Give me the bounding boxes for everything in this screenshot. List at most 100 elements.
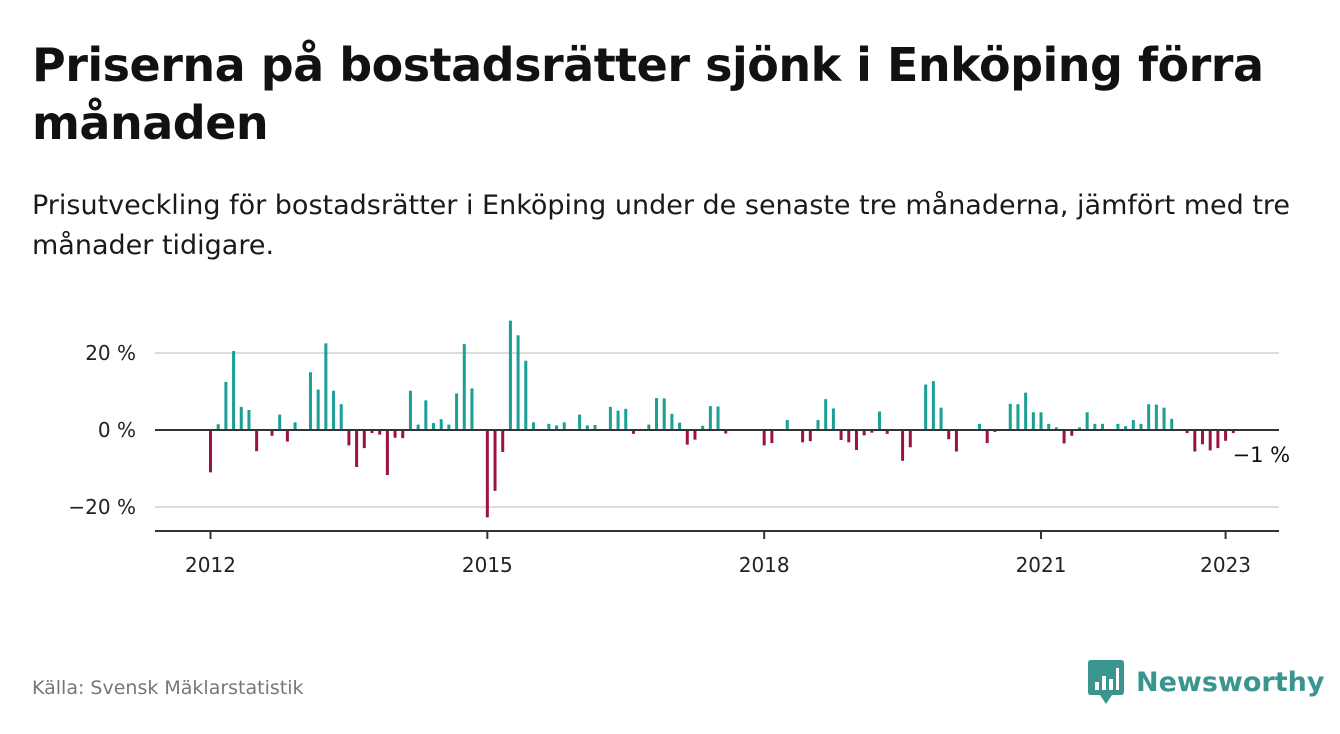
bar bbox=[255, 430, 259, 452]
bar bbox=[232, 351, 236, 430]
bar bbox=[839, 430, 843, 441]
bar bbox=[1231, 430, 1235, 434]
bar bbox=[439, 419, 443, 430]
bar bbox=[332, 390, 336, 430]
bar bbox=[1039, 412, 1043, 430]
bar bbox=[447, 424, 451, 430]
bar bbox=[1047, 423, 1051, 430]
bar bbox=[432, 423, 436, 430]
bar bbox=[1224, 430, 1228, 441]
bar bbox=[370, 430, 374, 434]
bar bbox=[854, 430, 858, 451]
bar bbox=[908, 430, 912, 448]
bar bbox=[585, 425, 589, 430]
bar bbox=[878, 411, 882, 430]
bar bbox=[647, 424, 651, 430]
bar bbox=[785, 419, 789, 430]
bar bbox=[1208, 430, 1212, 451]
bar bbox=[209, 430, 212, 473]
bar bbox=[1216, 430, 1220, 449]
bar bbox=[324, 343, 328, 430]
bar bbox=[670, 413, 674, 430]
bar bbox=[1062, 430, 1066, 444]
bar bbox=[339, 404, 343, 430]
x-tick-label: 2012 bbox=[185, 553, 236, 577]
bar bbox=[762, 430, 766, 446]
bar bbox=[655, 398, 659, 430]
bar bbox=[531, 422, 535, 430]
bar bbox=[1170, 418, 1174, 430]
bar bbox=[816, 419, 820, 430]
bar bbox=[662, 398, 666, 430]
bar bbox=[701, 425, 705, 430]
x-tick-label: 2015 bbox=[462, 553, 513, 577]
bar bbox=[393, 430, 397, 438]
source-note: Källa: Svensk Mäklarstatistik bbox=[32, 677, 304, 699]
brand-logo[interactable]: Newsworthy bbox=[1088, 660, 1324, 704]
bar bbox=[293, 422, 297, 430]
bar bbox=[985, 430, 989, 444]
bar bbox=[608, 406, 612, 430]
bar bbox=[555, 425, 559, 430]
bar-series bbox=[209, 320, 1235, 518]
newsworthy-logo-icon bbox=[1088, 660, 1124, 704]
bar bbox=[1162, 407, 1166, 430]
bar bbox=[708, 406, 712, 430]
bar bbox=[616, 410, 620, 430]
bar bbox=[578, 414, 582, 430]
bar bbox=[1016, 404, 1020, 430]
bar bbox=[362, 430, 366, 449]
bar bbox=[1101, 423, 1105, 430]
bar bbox=[1031, 412, 1035, 430]
bar bbox=[593, 424, 597, 430]
bar bbox=[224, 381, 228, 430]
bar bbox=[501, 430, 505, 452]
y-tick-label: 0 % bbox=[98, 418, 136, 442]
bar bbox=[1154, 404, 1158, 430]
bar bbox=[408, 390, 412, 430]
last-value-label: −1 % bbox=[1232, 443, 1290, 467]
bar bbox=[347, 430, 351, 446]
bar bbox=[508, 320, 512, 430]
bar bbox=[401, 430, 405, 439]
bar bbox=[1124, 426, 1128, 430]
bar bbox=[416, 424, 420, 430]
bar bbox=[862, 430, 866, 436]
bar bbox=[685, 430, 689, 445]
bar bbox=[462, 344, 466, 430]
bar bbox=[924, 384, 928, 430]
bar bbox=[424, 400, 428, 430]
bar bbox=[562, 422, 566, 430]
tick-labels: −20 % 0 % 20 % 2012 2015 2018 2021 2023 −1 % bbox=[68, 341, 1290, 577]
bar bbox=[885, 430, 889, 434]
y-tick-label: 20 % bbox=[85, 341, 136, 365]
bar bbox=[1201, 430, 1205, 445]
bar bbox=[1077, 427, 1081, 430]
bar bbox=[1008, 403, 1012, 430]
bar bbox=[270, 430, 274, 436]
bar bbox=[308, 372, 312, 430]
bar bbox=[954, 430, 958, 452]
bar bbox=[1193, 430, 1197, 452]
bar bbox=[1024, 392, 1028, 430]
bar bbox=[847, 430, 851, 443]
bar bbox=[1131, 419, 1135, 430]
bar bbox=[355, 430, 359, 467]
bar bbox=[931, 381, 935, 430]
y-tick-label: −20 % bbox=[68, 495, 136, 519]
bar bbox=[1054, 427, 1058, 430]
bar bbox=[947, 430, 951, 440]
bar bbox=[801, 430, 805, 443]
bar bbox=[1139, 423, 1143, 430]
bar bbox=[285, 430, 289, 442]
bar bbox=[516, 335, 520, 430]
bar bbox=[278, 414, 282, 430]
bar-chart: −20 % 0 % 20 % 2012 2015 2018 2021 2023 −1 % bbox=[68, 320, 1290, 577]
x-tick-label: 2023 bbox=[1200, 553, 1251, 577]
bar bbox=[1147, 404, 1151, 430]
axes bbox=[155, 429, 1279, 539]
bar bbox=[1085, 412, 1089, 430]
bar bbox=[455, 393, 459, 430]
bar bbox=[978, 423, 981, 430]
x-tick-label: 2018 bbox=[739, 553, 790, 577]
